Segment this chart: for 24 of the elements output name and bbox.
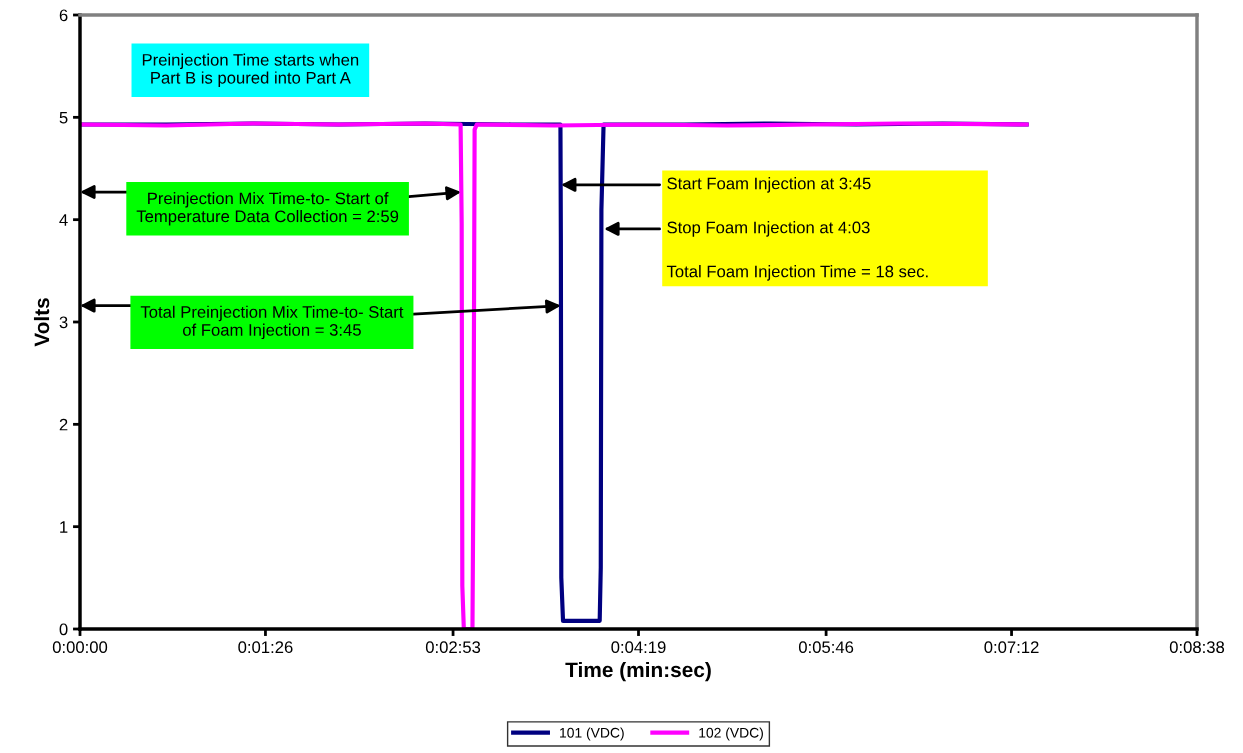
x-axis-title: Time (min:sec) <box>565 661 711 682</box>
y-tick-label: 3 <box>59 316 68 329</box>
annotation: Stop Foam Injection at 4:03 <box>667 221 870 237</box>
annotation: Start Foam Injection at 3:45 <box>667 177 871 193</box>
annotation: Preinjection Time starts when Part B is poured into Part A <box>142 53 359 87</box>
annotation: Preinjection Mix Time-to- Start of Temperature Data Collection = 2:59 <box>136 192 399 226</box>
x-tick-label: 0:08:38 <box>1169 641 1225 654</box>
y-tick-label: 0 <box>59 623 68 636</box>
y-axis-title: Volts <box>33 298 50 347</box>
x-tick-label: 0:02:53 <box>425 641 481 654</box>
y-tick-label: 4 <box>59 214 68 226</box>
x-tick-label: 0:07:12 <box>984 641 1039 654</box>
x-tick-label: 0:00:00 <box>52 641 108 654</box>
y-tick-label: 2 <box>59 418 68 431</box>
x-tick-label: 0:01:26 <box>238 641 293 654</box>
y-tick-label: 1 <box>60 521 68 533</box>
legend-label: 101 (VDC) <box>560 727 624 741</box>
x-tick-label: 0:05:46 <box>798 641 854 654</box>
legend-label: 102 (VDC) <box>699 727 763 741</box>
x-tick-label: 0:04:19 <box>611 641 666 654</box>
y-tick-label: 6 <box>59 9 68 22</box>
annotation: Total Foam Injection Time = 18 sec. <box>666 265 928 281</box>
annotation: Total Preinjection Mix Time-to- Start of Foam Injection = 3:45 <box>140 305 404 340</box>
y-tick-label: 5 <box>59 111 68 124</box>
